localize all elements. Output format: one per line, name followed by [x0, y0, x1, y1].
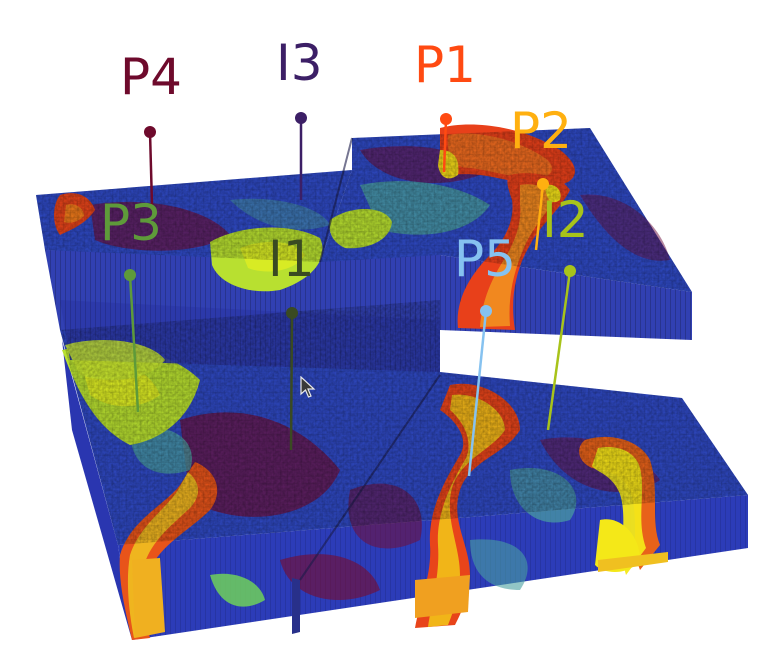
well-stem-p3: [128, 274, 140, 413]
well-head-p4[interactable]: [144, 126, 156, 138]
well-label-i3: I3: [276, 34, 323, 92]
well-head-i2[interactable]: [564, 265, 576, 277]
well-label-p5: P5: [454, 230, 516, 288]
well-stem-p5: [467, 310, 488, 477]
lower-block-front-left-face: [62, 340, 132, 640]
arrow-pointer-icon: [300, 376, 316, 398]
well-label-p3: P3: [100, 194, 162, 252]
lower-block-front-face-patches: [132, 552, 668, 638]
well-label-i2: I2: [542, 191, 589, 249]
well-head-p2[interactable]: [537, 178, 549, 190]
well-label-p2: P2: [510, 102, 572, 160]
well-head-i3[interactable]: [295, 112, 307, 124]
voxel-noise-overlay: [36, 128, 748, 545]
well-stem-i2: [546, 270, 572, 431]
well-stem-i1: [289, 312, 294, 451]
well-head-p5[interactable]: [480, 305, 492, 317]
well-label-p4: P4: [120, 48, 182, 106]
well-stem-p2: [534, 183, 545, 251]
well-stem-p4: [148, 131, 154, 206]
well-markers: [124, 112, 576, 477]
well-head-i1[interactable]: [286, 307, 298, 319]
lower-block-step-face: [292, 578, 300, 634]
well-stem-p1: [442, 118, 448, 173]
well-label-i1: I1: [268, 230, 315, 288]
well-head-p1[interactable]: [440, 113, 452, 125]
well-label-p1: P1: [414, 36, 476, 94]
well-head-p3[interactable]: [124, 269, 136, 281]
